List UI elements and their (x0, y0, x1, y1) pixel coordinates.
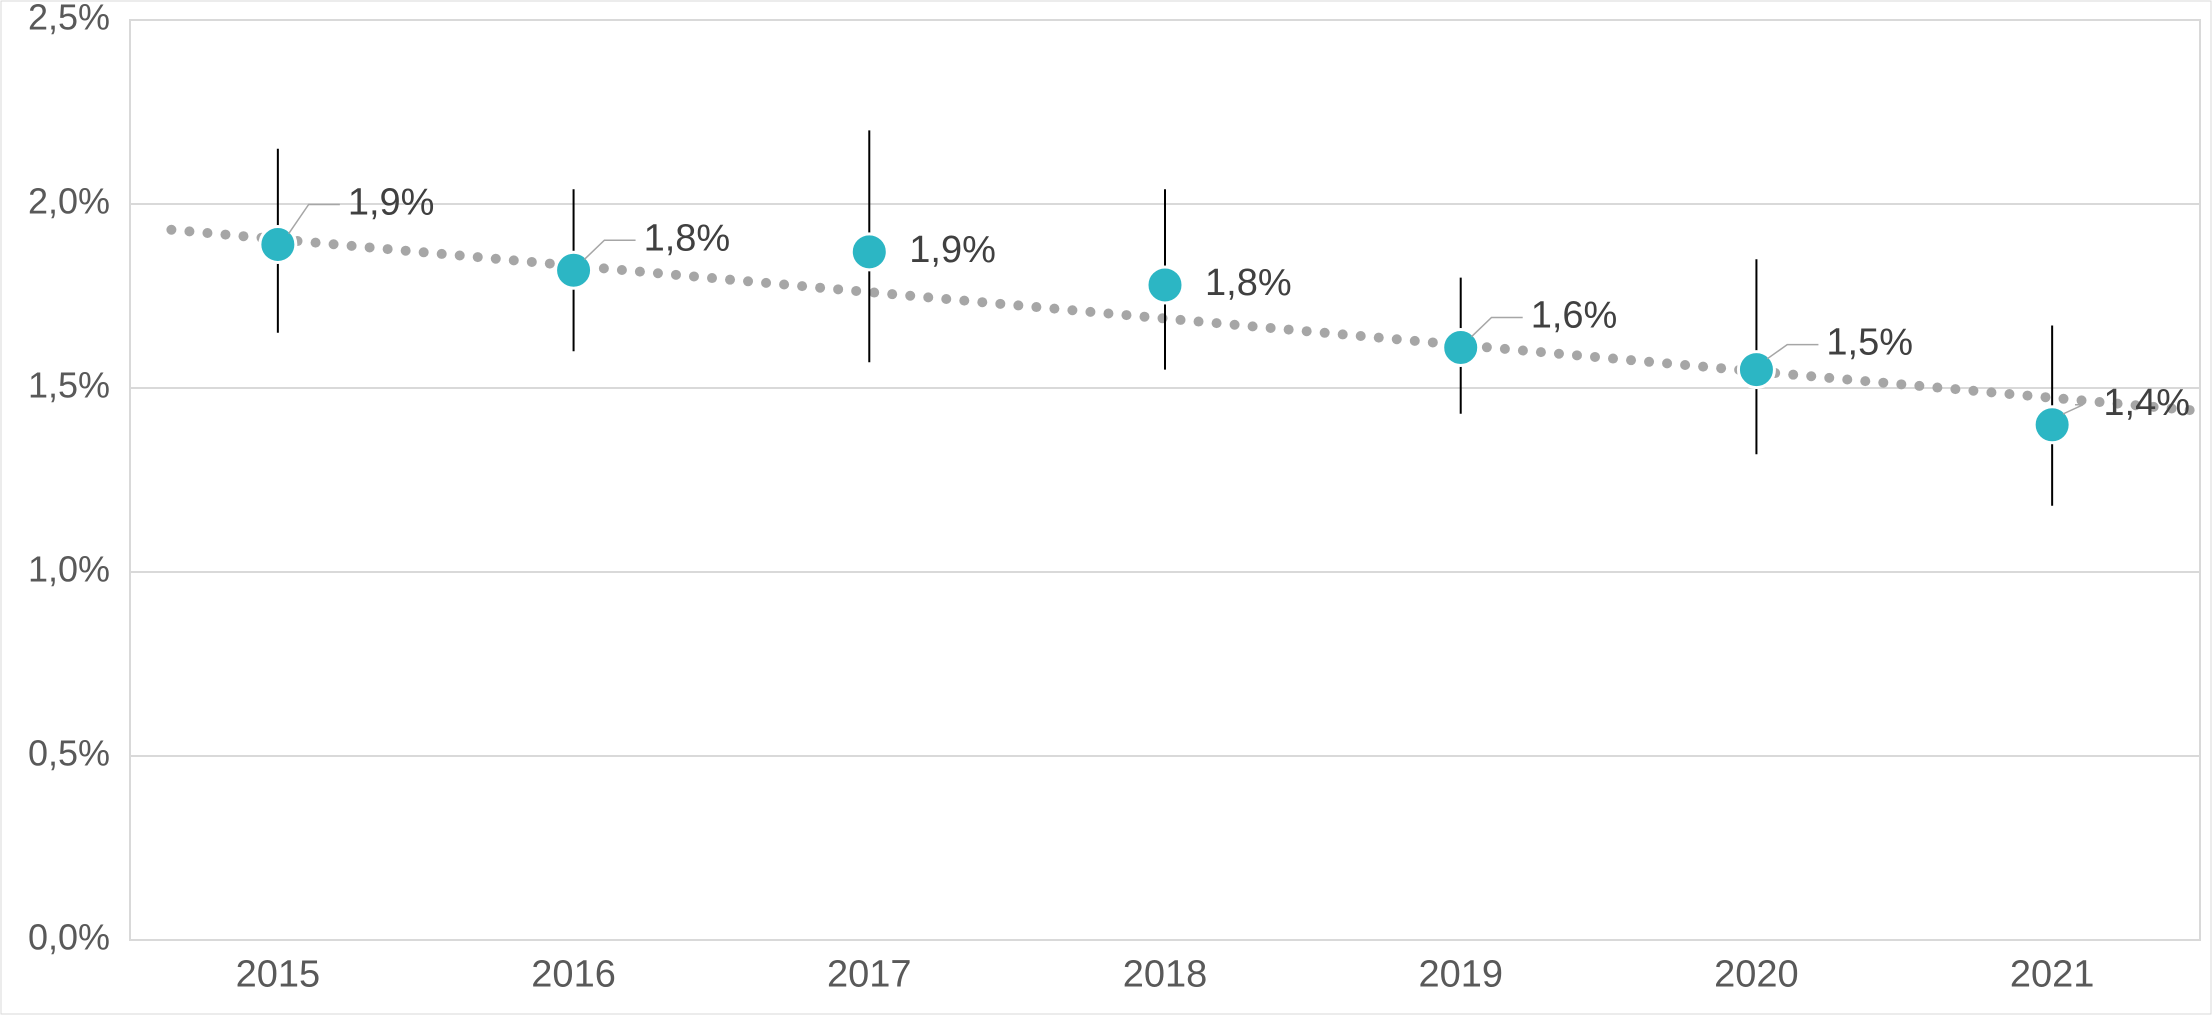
leader-line (1472, 318, 1523, 337)
x-axis-tick-label: 2015 (236, 953, 321, 995)
y-axis-tick-label: 0,0% (28, 917, 110, 958)
leader-line (289, 204, 340, 233)
data-marker (2034, 407, 2070, 443)
y-axis-tick-label: 0,5% (28, 733, 110, 774)
data-label: 1,6% (1531, 295, 1618, 337)
x-axis-tick-label: 2020 (1714, 953, 1799, 995)
x-axis-tick-label: 2016 (531, 953, 616, 995)
x-axis-tick-label: 2019 (1418, 953, 1503, 995)
x-axis-tick-label: 2017 (827, 953, 912, 995)
chart-container: 0,0% 0,5% 1,0% 1,5% 2,0% 2,5% 2015 2016 2017 2018… (0, 0, 2212, 1015)
data-label: 1,9% (348, 182, 435, 224)
chart-svg: 0,0% 0,5% 1,0% 1,5% 2,0% 2,5% 2015 2016 2017 2018… (0, 0, 2212, 1015)
plot-area-border (130, 20, 2200, 940)
data-label: 1,4% (2103, 382, 2190, 424)
data-label: 1,8% (1205, 262, 1292, 304)
y-axis-tick-label: 2,5% (28, 0, 110, 38)
y-axis-tick-label: 1,5% (28, 365, 110, 406)
x-axis-tick-label: 2021 (2010, 953, 2095, 995)
data-marker (1147, 267, 1183, 303)
data-label: 1,5% (1826, 322, 1913, 364)
y-axis-tick-label: 1,0% (28, 549, 110, 590)
leader-line (584, 240, 635, 259)
trendline (166, 225, 2194, 415)
data-label: 1,8% (644, 217, 731, 259)
y-axis-tick-label: 2,0% (28, 181, 110, 222)
data-marker (851, 234, 887, 270)
data-label: 1,9% (909, 229, 996, 271)
x-axis-tick-label: 2018 (1123, 953, 1208, 995)
leader-line (2063, 405, 2083, 414)
leader-line (1767, 345, 1818, 359)
outer-border (1, 1, 2211, 1014)
